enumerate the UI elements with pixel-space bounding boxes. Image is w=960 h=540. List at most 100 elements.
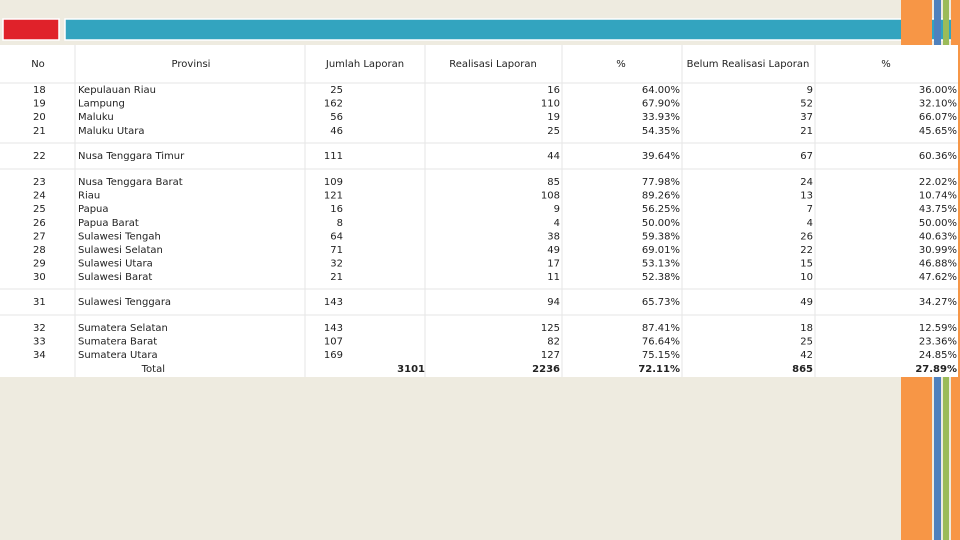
cell: 32 <box>33 323 46 334</box>
total-cell: 3101 <box>397 364 425 375</box>
cell: 53.13% <box>642 259 680 270</box>
cell: 121 <box>324 191 343 202</box>
cell: 38 <box>547 231 560 242</box>
cell: 19 <box>33 99 46 110</box>
cell: Riau <box>78 191 100 202</box>
cell: 39.64% <box>642 151 680 162</box>
cell: 22 <box>33 151 46 162</box>
cell: 27 <box>33 231 46 242</box>
cell: 87.41% <box>642 323 680 334</box>
cell: 50.00% <box>919 218 957 229</box>
total-cell: 27.89% <box>915 364 957 375</box>
cell: Nusa Tenggara Timur <box>78 151 185 162</box>
column-header: No <box>31 59 45 70</box>
cell: 94 <box>547 297 560 308</box>
cell: 125 <box>541 323 560 334</box>
cell: Sumatera Utara <box>78 350 158 361</box>
cell: 9 <box>554 204 560 215</box>
cell: 52.38% <box>642 272 680 283</box>
cell: 11 <box>547 272 560 283</box>
cell: 46.88% <box>919 259 957 270</box>
cell: 71 <box>330 245 343 256</box>
column-header: Jumlah Laporan <box>325 59 404 70</box>
cell: 30 <box>33 272 46 283</box>
teal-bar <box>64 18 959 41</box>
total-cell: 2236 <box>532 364 560 375</box>
cell: 4 <box>807 218 813 229</box>
total-cell: Total <box>141 364 165 375</box>
cell: 33 <box>33 337 46 348</box>
cell: 10 <box>800 272 813 283</box>
cell: 64 <box>330 231 343 242</box>
cell: 19 <box>547 112 560 123</box>
cell: 25 <box>800 337 813 348</box>
red-block <box>2 18 60 41</box>
cell: 31 <box>33 297 46 308</box>
cell: 37 <box>800 112 813 123</box>
cell: 76.64% <box>642 337 680 348</box>
cell: Sumatera Barat <box>78 337 157 348</box>
cell: 36.00% <box>919 85 957 96</box>
table <box>0 45 958 377</box>
cell: 107 <box>324 337 343 348</box>
cell: 111 <box>324 151 343 162</box>
cell: 85 <box>547 177 560 188</box>
cell: 67 <box>800 151 813 162</box>
cell: 77.98% <box>642 177 680 188</box>
cell: 40.63% <box>919 231 957 242</box>
cell: 29 <box>33 259 46 270</box>
cell: 67.90% <box>642 99 680 110</box>
cell: 10.74% <box>919 191 957 202</box>
cell: 21 <box>33 126 46 137</box>
cell: Sulawesi Barat <box>78 272 152 283</box>
cell: 56 <box>330 112 343 123</box>
cell: 43.75% <box>919 204 957 215</box>
cell: Sumatera Selatan <box>78 323 168 334</box>
cell: 75.15% <box>642 350 680 361</box>
cell: 16 <box>547 85 560 96</box>
cell: 8 <box>337 218 343 229</box>
column-header: % <box>881 59 891 70</box>
cell: 17 <box>547 259 560 270</box>
cell: 127 <box>541 350 560 361</box>
cell: 108 <box>541 191 560 202</box>
cell: Kepulauan Riau <box>78 85 156 96</box>
cell: Maluku Utara <box>78 126 144 137</box>
cell: 21 <box>330 272 343 283</box>
cell: 46 <box>330 126 343 137</box>
cell: 162 <box>324 99 343 110</box>
cell: Sulawesi Tenggara <box>78 297 171 308</box>
cell: 65.73% <box>642 297 680 308</box>
cell: 16 <box>330 204 343 215</box>
cell: 12.59% <box>919 323 957 334</box>
cell: 45.65% <box>919 126 957 137</box>
cell: 52 <box>800 99 813 110</box>
cell: 4 <box>554 218 560 229</box>
cell: 18 <box>800 323 813 334</box>
column-header: Provinsi <box>172 59 211 70</box>
cell: 20 <box>33 112 46 123</box>
cell: 23.36% <box>919 337 957 348</box>
cell: 22 <box>800 245 813 256</box>
cell: 22.02% <box>919 177 957 188</box>
cell: 32.10% <box>919 99 957 110</box>
total-cell: 865 <box>792 364 813 375</box>
cell: 44 <box>547 151 560 162</box>
cell: 110 <box>541 99 560 110</box>
cell: 30.99% <box>919 245 957 256</box>
cell: 54.35% <box>642 126 680 137</box>
column-header: Realisasi Laporan <box>449 59 537 70</box>
cell: 89.26% <box>642 191 680 202</box>
cell: 56.25% <box>642 204 680 215</box>
cell: Nusa Tenggara Barat <box>78 177 183 188</box>
cell: 32 <box>330 259 343 270</box>
cell: 143 <box>324 323 343 334</box>
cell: 49 <box>800 297 813 308</box>
cell: 69.01% <box>642 245 680 256</box>
cell: 49 <box>547 245 560 256</box>
cell: 24.85% <box>919 350 957 361</box>
cell: Lampung <box>78 99 125 110</box>
cell: 25 <box>330 85 343 96</box>
cell: Sulawesi Tengah <box>78 231 161 242</box>
cell: 64.00% <box>642 85 680 96</box>
